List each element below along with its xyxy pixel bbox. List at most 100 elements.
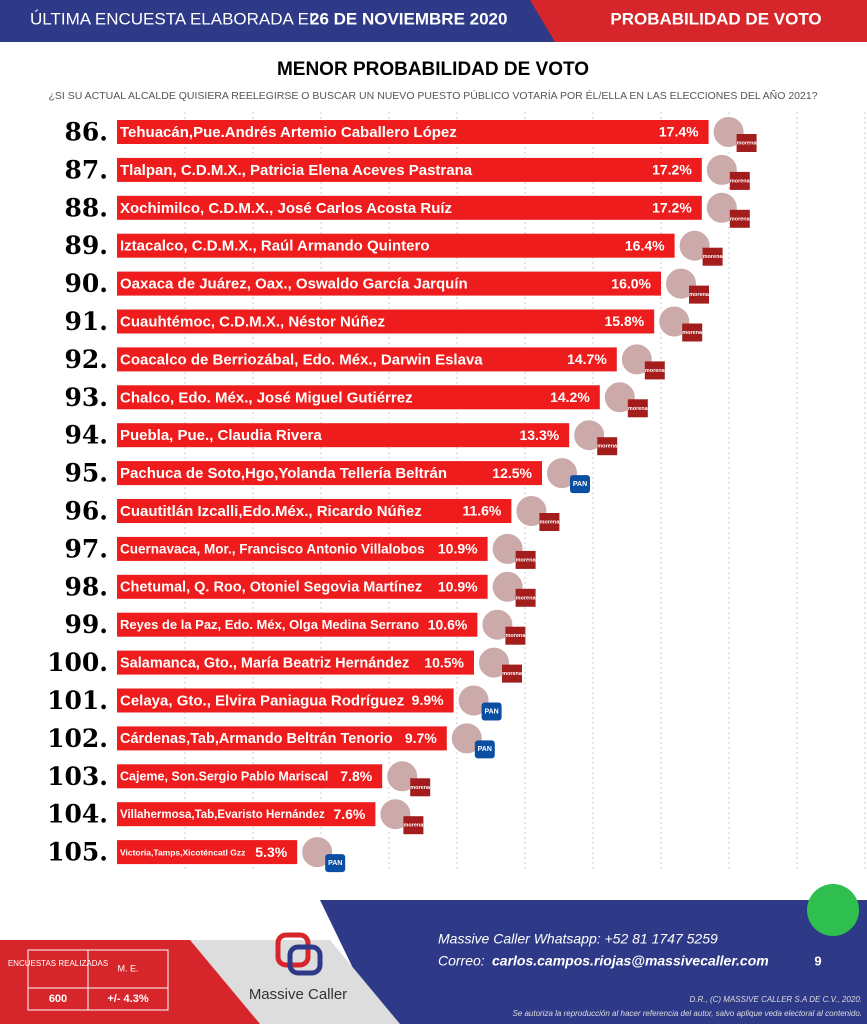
value-label: 14.7% [567,351,607,367]
rank: 86. [65,118,109,147]
bar-label: Xochimilco, C.D.M.X., José Carlos Acosta… [120,200,452,217]
party-badge [702,247,723,266]
rank: 99. [65,610,109,639]
rank: 101. [47,686,108,715]
party-badge [539,513,560,531]
value-label: 14.2% [550,389,590,405]
party-label: morena [645,368,666,374]
rank: 92. [65,345,109,374]
value-label: 5.3% [255,844,287,860]
footer-red [0,940,260,1024]
email: carlos.campos.riojas@massivecaller.com [492,953,769,969]
bar [117,840,298,865]
page-number: 9 [814,953,821,968]
party-label: morena [403,823,424,829]
value-label: 11.6% [462,503,501,519]
party-label: morena [516,557,537,563]
rank: 87. [65,155,109,184]
header: ÚLTIMA ENCUESTA ELABORADA EL 26 DE NOVIE… [0,0,867,42]
value-label: 17.4% [659,124,699,140]
value-label: 10.6% [428,616,468,632]
value-label: 7.6% [333,806,365,822]
bar [117,802,376,827]
header-band-red [530,0,867,42]
bar-label: Cuernavaca, Mor., Francisco Antonio Vill… [120,541,425,556]
party-badge [515,550,536,569]
bar [117,536,488,561]
party-badge [644,361,665,380]
party-badge [325,854,346,873]
bar [117,120,709,144]
party-label: morena [597,444,618,450]
footer-band [320,900,867,1024]
rank: 90. [65,269,109,298]
value-label: 15.8% [604,313,644,329]
bar-label: Chetumal, Q. Roo, Otoniel Segovia Martín… [120,580,422,596]
bar-label: Cuauhtémoc, C.D.M.X., Néstor Núñez [120,313,385,330]
party-badge [570,475,590,494]
rank: 103. [47,762,108,791]
rank: 88. [65,193,109,222]
party-badge [729,171,750,190]
rank: 91. [65,307,109,336]
logo-text: Massive Caller [249,986,347,1003]
party-label: morena [516,595,537,601]
party-label: morena [730,216,751,222]
bar-label: Celaya, Gto., Elvira Paniagua Rodríguez [120,692,404,709]
rank: 95. [65,459,109,488]
margin-label: M. E. [117,963,138,973]
plot: 86. 17.4% Tehuacán,Pue.Andrés Artemio Caba… [47,112,866,873]
bar [117,385,600,410]
bar [117,347,617,372]
rank: 102. [47,724,108,753]
party-label: PAN [328,860,342,867]
rank: 100. [47,648,108,677]
party-badge [736,134,757,152]
bar [117,764,383,789]
logo: Massive Caller [249,932,347,1003]
stats-box [27,949,169,1011]
party-badge [515,588,536,607]
party-label: morena [703,254,724,260]
party-label: morena [730,178,751,184]
header-band [0,0,560,42]
logo-mark [275,932,311,968]
value-label: 16.0% [611,275,651,291]
notice: Se autoriza la reproducción al hacer ref… [512,1009,862,1018]
party-label: morena [505,633,526,639]
value-label: 10.5% [424,654,464,670]
rank: 105. [47,838,108,867]
bar-label: Coacalco de Berriozábal, Edo. Méx., Darw… [120,351,483,368]
bar-label: Reyes de la Paz, Edo. Méx, Olga Medina S… [120,617,419,632]
chart-title: MENOR PROBABILIDAD DE VOTO [277,59,589,80]
party-label: morena [689,292,710,298]
party-badge [689,285,709,304]
bar-label: Puebla, Pue., Claudia Rivera [120,427,322,444]
bar-label: Cuautitlán Izcalli,Edo.Méx., Ricardo Núñ… [120,503,422,520]
party-label: PAN [573,481,587,488]
bar-label: Oaxaca de Juárez, Oax., Oswaldo García J… [120,276,468,293]
header-section: PROBABILIDAD DE VOTO [610,9,821,28]
surveys-label: ENCUESTAS REALIZADAS [8,959,108,968]
bar [117,499,512,523]
bar-label: Tehuacán,Pue.Andrés Artemio Caballero Ló… [120,124,457,141]
value-label: 9.7% [405,730,437,746]
header-date: 26 DE NOVIEMBRE 2020 [310,9,507,28]
party-label: PAN [478,746,492,753]
bar [117,574,488,599]
bar [117,157,702,182]
bar [117,423,570,448]
bar [117,195,702,220]
rank: 93. [65,383,109,412]
bar [117,233,675,258]
logo-mark [287,944,323,976]
value-label: 9.9% [412,692,444,708]
party-badge [729,209,750,228]
party-label: PAN [484,708,498,715]
surveys-value: 600 [49,993,67,1005]
bar [117,271,661,296]
surveys-label-text: ENCUESTAS REALIZADAS [8,959,108,968]
party-label: morena [410,785,431,791]
party-badge [410,778,431,797]
bar [117,612,478,637]
